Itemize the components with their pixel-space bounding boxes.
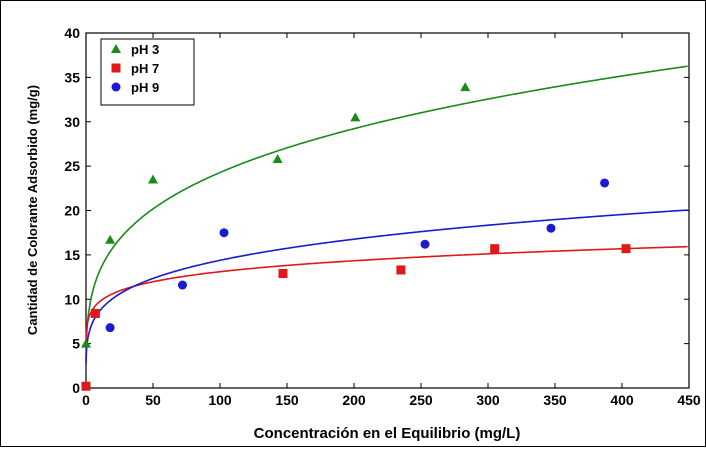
x-tick-label: 0 bbox=[82, 392, 90, 408]
legend: pH 3 pH 7 pH 9 bbox=[100, 38, 195, 106]
data-point-ph-7 bbox=[90, 308, 100, 318]
x-tick-label: 250 bbox=[409, 392, 433, 408]
data-point-ph-3 bbox=[81, 338, 91, 348]
y-tick-label: 40 bbox=[64, 25, 80, 41]
data-point-ph-3 bbox=[350, 112, 361, 122]
y-tick-label: 10 bbox=[64, 291, 80, 307]
data-point-ph-9 bbox=[105, 323, 115, 333]
fit-curves bbox=[85, 65, 688, 365]
y-tick-label: 35 bbox=[64, 69, 80, 85]
data-point-ph-7 bbox=[396, 265, 406, 275]
fit-curve-ph-3 bbox=[85, 65, 688, 360]
data-point-ph-9 bbox=[177, 280, 187, 290]
legend-marker-ph-7 bbox=[111, 63, 121, 73]
fit-curve-ph-9 bbox=[85, 209, 688, 365]
y-tick-label: 25 bbox=[64, 158, 80, 174]
data-point-ph-3 bbox=[148, 174, 158, 184]
legend-marker-ph-3 bbox=[111, 44, 121, 53]
data-point-ph-3 bbox=[460, 82, 471, 92]
x-axis-label: Concentración en el Equilibrio (mg/L) bbox=[254, 425, 521, 442]
legend-marker-ph-9 bbox=[111, 82, 121, 92]
x-tick-label: 450 bbox=[677, 392, 701, 408]
data-point-ph-3 bbox=[105, 234, 116, 244]
data-point-ph-9 bbox=[219, 228, 229, 238]
x-tick-label: 300 bbox=[476, 392, 500, 408]
y-tick-label: 30 bbox=[64, 114, 80, 130]
x-tick-label: 150 bbox=[275, 392, 299, 408]
fit-curve-ph-7 bbox=[85, 245, 688, 345]
y-tick-label: 5 bbox=[72, 336, 80, 352]
data-point-ph-7 bbox=[621, 244, 631, 254]
data-points bbox=[81, 82, 631, 391]
y-tick-label: 20 bbox=[64, 203, 80, 219]
data-point-ph-9 bbox=[420, 239, 430, 249]
legend-label-ph-7: pH 7 bbox=[131, 61, 159, 76]
data-point-ph-9 bbox=[600, 178, 610, 188]
y-tick-label: 0 bbox=[72, 380, 80, 396]
y-tick-label: 15 bbox=[64, 247, 80, 263]
y-axis-label: Cantidad de Colorante Adsorbido (mg/g) bbox=[25, 85, 40, 335]
x-tick-label: 400 bbox=[610, 392, 634, 408]
x-tick-label: 50 bbox=[145, 392, 161, 408]
legend-label-ph-9: pH 9 bbox=[131, 80, 159, 95]
x-tick-label: 100 bbox=[208, 392, 232, 408]
data-point-ph-7 bbox=[490, 244, 500, 254]
axis-ticks: 0 50 100 150 200 250 300 350 400 450 0 5 10 15 20 25 30 3… bbox=[64, 25, 700, 408]
legend-label-ph-3: pH 3 bbox=[131, 42, 159, 57]
data-point-ph-7 bbox=[278, 269, 288, 279]
data-point-ph-3 bbox=[272, 154, 283, 164]
data-point-ph-9 bbox=[546, 223, 556, 233]
x-tick-label: 200 bbox=[342, 392, 366, 408]
x-tick-label: 350 bbox=[543, 392, 567, 408]
data-point-ph-7 bbox=[81, 381, 91, 391]
